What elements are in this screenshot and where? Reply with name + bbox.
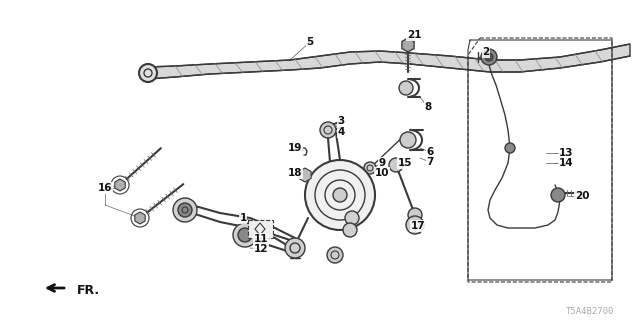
Text: 21: 21	[407, 30, 421, 40]
Circle shape	[408, 208, 422, 222]
Circle shape	[238, 228, 252, 242]
Text: 12: 12	[253, 244, 268, 254]
Text: 4: 4	[337, 127, 345, 137]
Text: 7: 7	[426, 157, 434, 167]
Circle shape	[139, 64, 157, 82]
Circle shape	[400, 132, 416, 148]
Text: 20: 20	[575, 191, 589, 201]
Circle shape	[305, 160, 375, 230]
Circle shape	[233, 223, 257, 247]
Text: 9: 9	[378, 158, 385, 168]
Circle shape	[485, 53, 493, 61]
Text: 19: 19	[288, 143, 302, 153]
Text: 11: 11	[253, 234, 268, 244]
Circle shape	[320, 122, 336, 138]
Circle shape	[173, 198, 197, 222]
Circle shape	[389, 158, 403, 172]
Polygon shape	[135, 212, 145, 224]
Polygon shape	[299, 168, 311, 182]
Circle shape	[406, 216, 424, 234]
Text: 16: 16	[98, 183, 112, 193]
Circle shape	[327, 247, 343, 263]
Text: 18: 18	[288, 168, 302, 178]
Polygon shape	[148, 44, 630, 79]
Text: 8: 8	[424, 102, 431, 112]
Circle shape	[505, 143, 515, 153]
Circle shape	[345, 211, 359, 225]
Circle shape	[551, 188, 565, 202]
Text: 15: 15	[397, 158, 412, 168]
Circle shape	[481, 49, 497, 65]
Text: T5A4B2700: T5A4B2700	[566, 308, 614, 316]
Circle shape	[364, 162, 376, 174]
Polygon shape	[115, 179, 125, 191]
Text: 17: 17	[411, 221, 426, 231]
Text: 5: 5	[307, 37, 314, 47]
Text: 6: 6	[426, 147, 434, 157]
FancyBboxPatch shape	[248, 220, 273, 238]
Text: FR.: FR.	[77, 284, 100, 297]
Circle shape	[343, 223, 357, 237]
Polygon shape	[402, 38, 414, 52]
Text: 1: 1	[239, 213, 246, 223]
Circle shape	[333, 188, 347, 202]
Circle shape	[399, 81, 413, 95]
Text: 2: 2	[483, 47, 490, 57]
Circle shape	[285, 238, 305, 258]
Text: 14: 14	[559, 158, 573, 168]
Circle shape	[178, 203, 192, 217]
Text: 13: 13	[559, 148, 573, 158]
Text: 10: 10	[375, 168, 389, 178]
Text: 3: 3	[337, 116, 344, 126]
